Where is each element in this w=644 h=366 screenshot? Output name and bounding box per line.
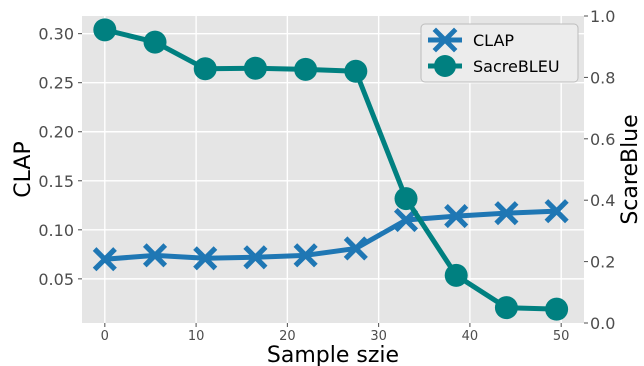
point-sacrebleu-7 [444, 263, 468, 287]
y2-tick-label-3: 0.6 [590, 130, 615, 149]
point-clap-9 [544, 199, 569, 224]
point-sacrebleu-4 [294, 57, 318, 81]
left-y-axis-label: CLAP [11, 141, 36, 197]
point-clap-5 [343, 236, 368, 261]
y-tick-label-2: 0.15 [38, 172, 74, 191]
x-tick-label-4: 40 [462, 329, 479, 344]
legend-item-sacrebleu: SacreBLEU [428, 55, 560, 77]
point-sacrebleu-1 [143, 30, 167, 54]
point-clap-7 [444, 204, 469, 229]
right-y-axis-label: ScareBlue [618, 114, 643, 224]
point-sacrebleu-2 [193, 57, 217, 81]
legend-clap-marker [432, 27, 458, 53]
legend-sacrebleu-label: SacreBLEU [473, 57, 560, 76]
x-tick-label-3: 30 [370, 329, 387, 344]
y2-tick-label-5: 1.0 [590, 7, 615, 26]
legend-sacrebleu-marker [434, 55, 456, 77]
point-sacrebleu-5 [344, 59, 368, 83]
y-tick-label-1: 0.10 [38, 221, 74, 240]
x-tick-label-5: 50 [553, 329, 570, 344]
x-axis-label: Sample szie [267, 343, 399, 366]
left-y-axis-ticks: 0.05 0.10 0.15 0.20 0.25 0.30 [38, 25, 82, 289]
point-clap-4 [293, 243, 318, 268]
point-clap-6 [393, 207, 419, 233]
point-clap-8 [494, 201, 519, 226]
y-tick-label-3: 0.20 [38, 123, 74, 142]
x-tick-label-1: 10 [188, 329, 205, 344]
right-y-axis-ticks: 0.0 0.2 0.4 0.6 0.8 1.0 [584, 7, 615, 333]
series-line-sacrebleu [102, 27, 560, 312]
y2-tick-label-1: 0.2 [590, 253, 615, 272]
point-clap-1 [142, 243, 168, 268]
y-tick-label-5: 0.30 [38, 25, 74, 44]
y2-tick-label-4: 0.8 [590, 68, 615, 87]
legend: CLAP SacreBLEU [420, 23, 579, 83]
point-sacrebleu-9 [545, 297, 569, 321]
y-tick-label-4: 0.25 [38, 74, 74, 93]
series-clap [92, 199, 569, 272]
point-clap-3 [243, 245, 268, 270]
point-sacrebleu-0 [93, 18, 117, 42]
point-sacrebleu-8 [494, 296, 518, 320]
x-tick-label-0: 0 [101, 329, 109, 344]
point-sacrebleu-6 [394, 187, 418, 211]
legend-item-clap: CLAP [428, 27, 514, 53]
series-line-clap [102, 208, 560, 262]
point-clap-2 [193, 246, 218, 271]
point-clap-0 [92, 247, 117, 272]
y-tick-label-0: 0.05 [38, 270, 74, 289]
x-axis-ticks: 0 10 20 30 40 50 [101, 323, 570, 344]
legend-clap-label: CLAP [473, 31, 514, 50]
y2-tick-label-2: 0.4 [590, 191, 615, 210]
point-sacrebleu-3 [243, 56, 267, 80]
y2-tick-label-0: 0.0 [590, 314, 615, 333]
x-tick-label-2: 20 [279, 329, 296, 344]
series-sacrebleu [93, 18, 569, 321]
series-layer [92, 18, 569, 321]
